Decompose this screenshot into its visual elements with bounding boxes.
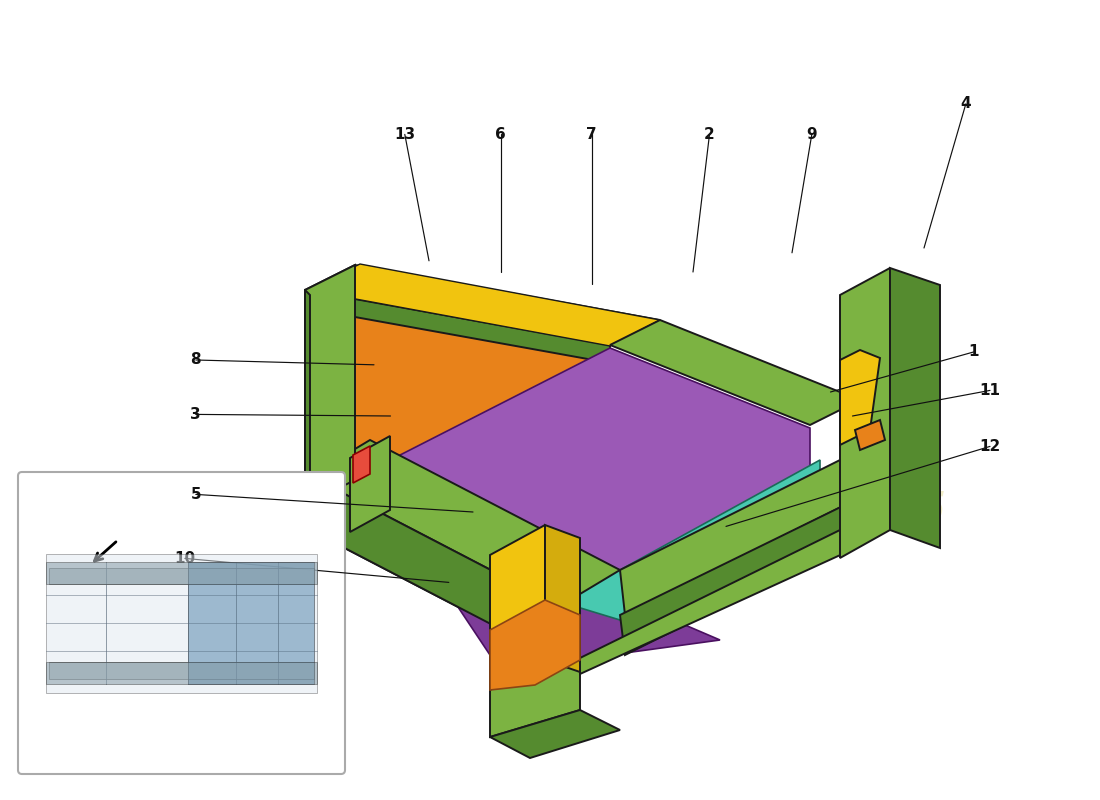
Polygon shape	[370, 460, 820, 620]
Polygon shape	[46, 662, 317, 685]
Text: 13: 13	[394, 127, 416, 142]
Polygon shape	[46, 562, 317, 584]
Text: 5: 5	[190, 487, 201, 502]
Polygon shape	[305, 292, 610, 555]
Polygon shape	[580, 530, 860, 674]
Polygon shape	[544, 525, 580, 672]
Polygon shape	[310, 476, 560, 660]
Polygon shape	[305, 265, 660, 345]
Polygon shape	[840, 350, 880, 445]
Polygon shape	[490, 525, 544, 690]
Text: a passion: a passion	[519, 534, 801, 586]
Polygon shape	[305, 290, 610, 363]
Text: 10: 10	[174, 551, 196, 566]
Text: 8: 8	[190, 353, 201, 367]
Text: 1: 1	[968, 345, 979, 359]
Text: 3: 3	[190, 407, 201, 422]
Polygon shape	[187, 562, 315, 685]
Polygon shape	[307, 264, 660, 346]
Text: 2: 2	[704, 127, 715, 142]
Polygon shape	[620, 500, 855, 655]
Polygon shape	[355, 480, 490, 600]
Polygon shape	[840, 268, 890, 558]
Polygon shape	[48, 567, 315, 584]
Polygon shape	[490, 710, 620, 758]
Polygon shape	[353, 446, 370, 483]
Polygon shape	[420, 550, 720, 670]
FancyBboxPatch shape	[18, 472, 345, 774]
Polygon shape	[610, 320, 860, 425]
Text: 6: 6	[495, 127, 506, 142]
Text: 4: 4	[960, 97, 971, 111]
Text: 12: 12	[979, 439, 1001, 454]
Polygon shape	[310, 440, 620, 606]
Polygon shape	[46, 554, 317, 693]
Text: since 1985: since 1985	[694, 489, 946, 531]
Polygon shape	[355, 348, 810, 610]
Polygon shape	[855, 420, 886, 450]
Text: eur: eur	[478, 418, 761, 562]
Text: 11: 11	[979, 383, 1001, 398]
Polygon shape	[48, 662, 315, 679]
Polygon shape	[187, 562, 315, 685]
Polygon shape	[305, 265, 355, 505]
Polygon shape	[350, 436, 390, 532]
Polygon shape	[305, 290, 310, 510]
Polygon shape	[490, 658, 580, 737]
Text: 7: 7	[586, 127, 597, 142]
Polygon shape	[490, 600, 580, 690]
Polygon shape	[310, 494, 620, 660]
Polygon shape	[560, 500, 860, 655]
Polygon shape	[890, 268, 940, 548]
Text: 9: 9	[806, 127, 817, 142]
Polygon shape	[620, 455, 855, 615]
